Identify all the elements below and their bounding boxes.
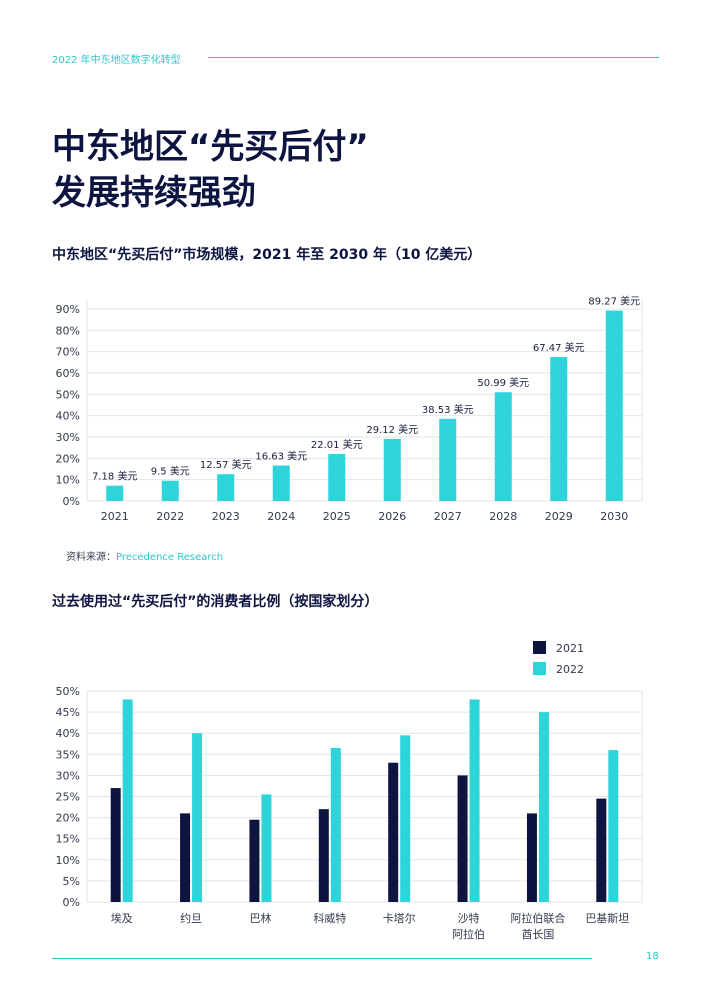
x-tick-label: 沙特 [458, 911, 480, 925]
bar-2021 [457, 775, 468, 902]
x-tick-label: 科威特 [313, 911, 346, 925]
x-tick-label: 2027 [434, 510, 462, 523]
legend-label: 2022 [556, 663, 584, 676]
x-tick-label: 阿拉伯 [452, 927, 485, 941]
bar-2021 [596, 798, 607, 902]
x-tick-label: 卡塔尔 [383, 912, 416, 925]
bar-2022 [192, 733, 203, 902]
header-rule [208, 57, 659, 58]
bar [328, 454, 346, 501]
legend-swatch-2022 [533, 662, 546, 675]
bar [161, 480, 179, 501]
bar-2022 [608, 750, 619, 902]
y-tick-label: 60% [56, 367, 80, 380]
bar-2021 [180, 813, 191, 902]
bar [605, 310, 623, 501]
source-prefix: 资料来源： [66, 552, 116, 563]
data-label: 7.18 美元 [92, 470, 137, 483]
bar [106, 485, 124, 501]
bar-2021 [249, 819, 260, 902]
bar-2022 [469, 699, 480, 902]
bar-2022 [122, 699, 133, 902]
source-name: Precedence Research [116, 552, 224, 563]
y-tick-label: 30% [56, 769, 80, 782]
x-tick-label: 约旦 [180, 912, 202, 925]
source-note: 资料来源：Precedence Research [66, 548, 223, 563]
y-tick-label: 35% [56, 748, 80, 761]
page-title: 中东地区“先买后付” 发展持续强劲 [52, 124, 652, 216]
bar-2021 [388, 762, 399, 902]
bar-2022 [400, 735, 411, 902]
x-tick-label: 巴基斯坦 [585, 911, 629, 925]
bar [383, 438, 401, 501]
bar-2022 [261, 794, 272, 902]
x-tick-label: 2026 [378, 510, 406, 523]
page-title-line1: 中东地区“先买后付” [52, 127, 369, 167]
x-tick-label: 2023 [212, 510, 240, 523]
x-tick-label: 2021 [101, 510, 129, 523]
x-tick-label: 2028 [489, 510, 517, 523]
y-tick-label: 90% [56, 303, 80, 316]
bnpl-usage-chart-title: 过去使用过“先买后付”的消费者比例（按国家划分） [52, 594, 379, 610]
bar [550, 357, 568, 501]
legend-label: 2021 [556, 642, 584, 655]
data-label: 29.12 美元 [366, 423, 418, 436]
y-tick-label: 0% [63, 896, 80, 909]
y-tick-label: 80% [56, 324, 80, 337]
data-label: 50.99 美元 [477, 376, 529, 389]
x-tick-label: 2024 [267, 510, 295, 523]
y-tick-label: 40% [56, 410, 80, 423]
y-tick-label: 40% [56, 727, 80, 740]
bar-2022 [330, 747, 341, 902]
page-number: 18 [646, 951, 659, 962]
y-tick-label: 30% [56, 431, 80, 444]
bar-2022 [538, 712, 549, 902]
x-tick-label: 2022 [156, 510, 184, 523]
legend-swatch-2021 [533, 641, 546, 654]
y-tick-label: 20% [56, 452, 80, 465]
y-tick-label: 50% [56, 388, 80, 401]
data-label: 9.5 美元 [151, 465, 190, 478]
bar [217, 474, 235, 501]
page-title-line2: 发展持续强劲 [52, 173, 256, 213]
data-label: 12.57 美元 [200, 458, 252, 471]
bar-2021 [526, 813, 537, 902]
x-tick-label: 2029 [545, 510, 573, 523]
y-tick-label: 70% [56, 346, 80, 359]
y-tick-label: 15% [56, 833, 80, 846]
x-tick-label: 2025 [323, 510, 351, 523]
y-tick-label: 50% [56, 685, 80, 698]
data-label: 38.53 美元 [422, 403, 474, 416]
data-label: 22.01 美元 [311, 438, 363, 451]
y-tick-label: 45% [56, 706, 80, 719]
data-label: 89.27 美元 [588, 295, 640, 308]
x-tick-label: 2030 [600, 510, 628, 523]
bar [494, 392, 512, 501]
header-title: 2022 年中东地区数字化转型 [52, 55, 181, 66]
y-tick-label: 10% [56, 474, 80, 487]
data-label: 67.47 美元 [533, 341, 585, 354]
bar-2021 [110, 788, 121, 902]
market-size-chart-title: 中东地区“先买后付”市场规模，2021 年至 2030 年（10 亿美元） [52, 247, 482, 263]
y-tick-label: 25% [56, 791, 80, 804]
footer-rule [52, 958, 592, 959]
x-tick-label: 埃及 [111, 911, 133, 925]
y-tick-label: 20% [56, 812, 80, 825]
data-label: 16.63 美元 [255, 450, 307, 463]
y-tick-label: 5% [63, 875, 80, 888]
x-tick-label: 巴林 [249, 911, 271, 925]
bar [272, 465, 290, 501]
bar-2021 [318, 809, 329, 902]
x-tick-label: 阿拉伯联合 [510, 911, 565, 925]
y-tick-label: 0% [63, 495, 80, 508]
x-tick-label: 酋长国 [521, 927, 554, 941]
y-tick-label: 10% [56, 854, 80, 867]
bar [439, 418, 457, 501]
